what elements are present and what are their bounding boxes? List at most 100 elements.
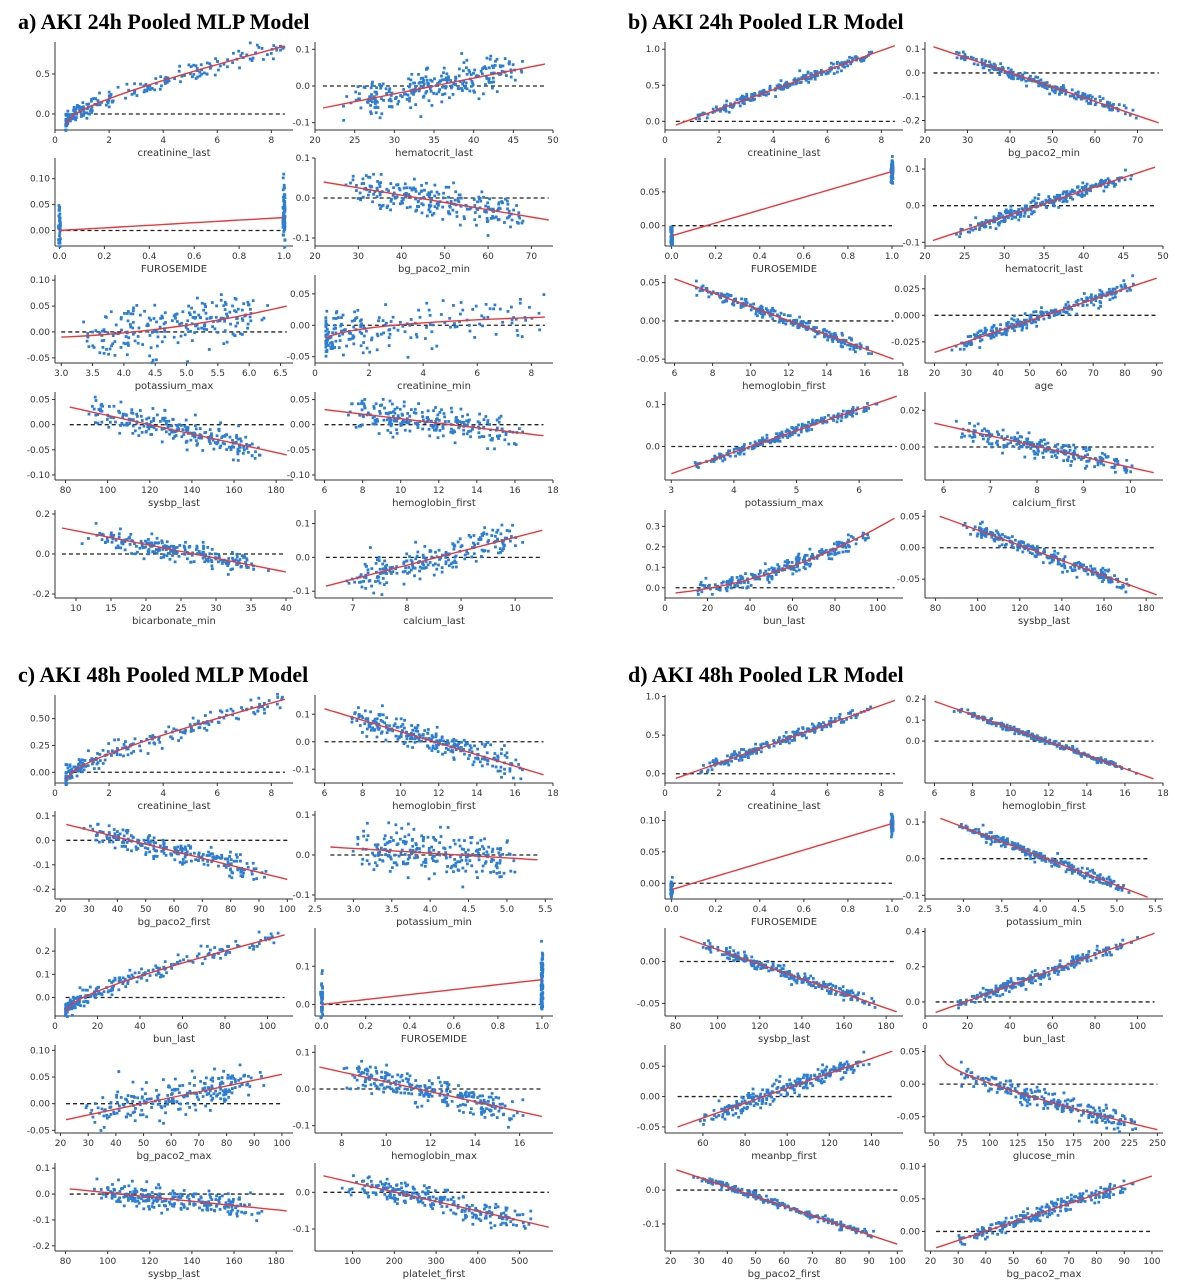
data-point bbox=[1032, 310, 1036, 314]
data-point bbox=[340, 329, 343, 333]
data-point bbox=[995, 331, 998, 334]
data-point bbox=[266, 304, 269, 307]
data-point bbox=[119, 753, 122, 757]
data-point bbox=[491, 76, 495, 80]
data-point bbox=[826, 71, 830, 74]
data-point bbox=[389, 418, 393, 422]
data-point bbox=[1081, 92, 1085, 95]
data-point bbox=[767, 92, 771, 96]
data-point bbox=[83, 759, 87, 762]
data-point bbox=[1056, 560, 1060, 563]
data-point bbox=[332, 327, 336, 331]
data-point bbox=[480, 548, 484, 552]
data-point bbox=[1023, 205, 1027, 209]
data-point bbox=[149, 346, 153, 350]
data-point bbox=[1025, 84, 1028, 88]
data-point bbox=[1001, 214, 1005, 218]
data-point bbox=[507, 61, 511, 65]
data-point bbox=[407, 421, 411, 425]
data-point bbox=[125, 82, 129, 86]
data-point bbox=[106, 331, 110, 335]
data-point bbox=[488, 197, 492, 201]
data-point bbox=[466, 420, 470, 424]
data-point bbox=[1021, 77, 1025, 81]
data-point bbox=[1061, 443, 1065, 447]
data-point bbox=[146, 87, 150, 90]
data-point bbox=[382, 99, 385, 102]
data-point bbox=[397, 99, 401, 103]
data-point bbox=[1116, 109, 1120, 113]
data-point bbox=[855, 346, 859, 349]
data-point bbox=[246, 322, 250, 326]
data-point bbox=[468, 89, 472, 93]
y-tick-label: 0.00 bbox=[290, 421, 310, 431]
data-point bbox=[380, 84, 384, 88]
x-axis-label: hematocrit_last bbox=[395, 148, 473, 159]
data-point bbox=[968, 434, 972, 438]
data-point bbox=[484, 83, 487, 86]
x-tick-label: 0.6 bbox=[187, 252, 202, 262]
data-point bbox=[792, 426, 795, 430]
data-point bbox=[158, 87, 162, 91]
data-point bbox=[82, 320, 85, 324]
data-point bbox=[1116, 460, 1120, 463]
data-point bbox=[499, 551, 503, 554]
data-point bbox=[341, 313, 345, 317]
data-point bbox=[324, 316, 328, 320]
data-point bbox=[812, 75, 816, 79]
data-point bbox=[362, 575, 366, 579]
data-point bbox=[71, 117, 75, 121]
data-point bbox=[380, 97, 383, 101]
data-point bbox=[498, 434, 502, 438]
data-point bbox=[216, 59, 219, 63]
data-point bbox=[808, 77, 812, 81]
data-point bbox=[489, 217, 493, 220]
data-point bbox=[442, 71, 445, 75]
data-point bbox=[417, 308, 421, 312]
data-point bbox=[408, 205, 412, 209]
data-point bbox=[1131, 274, 1135, 278]
data-point bbox=[489, 438, 493, 442]
data-point bbox=[1064, 306, 1068, 309]
data-point bbox=[389, 424, 393, 428]
data-point bbox=[398, 188, 402, 192]
data-point bbox=[413, 574, 416, 578]
data-point bbox=[711, 107, 715, 111]
data-point bbox=[473, 204, 477, 207]
data-point bbox=[1124, 590, 1128, 594]
data-point bbox=[393, 407, 397, 411]
data-point bbox=[501, 320, 505, 324]
data-point bbox=[1030, 321, 1033, 325]
data-point bbox=[233, 334, 237, 338]
data-point bbox=[202, 327, 206, 331]
data-point bbox=[439, 556, 443, 560]
data-point bbox=[978, 522, 982, 526]
data-point bbox=[165, 81, 169, 84]
data-point bbox=[362, 182, 366, 185]
data-point bbox=[729, 294, 733, 298]
data-point bbox=[458, 223, 462, 227]
x-tick-label: 5.5 bbox=[211, 369, 225, 379]
data-point bbox=[1027, 78, 1030, 82]
data-point bbox=[250, 562, 254, 566]
data-point bbox=[267, 699, 271, 702]
data-point bbox=[252, 711, 256, 714]
data-point bbox=[212, 447, 216, 451]
data-point bbox=[326, 337, 330, 341]
data-point bbox=[334, 339, 338, 343]
data-point bbox=[117, 535, 121, 539]
data-point bbox=[378, 572, 382, 575]
data-point bbox=[211, 438, 215, 442]
data-point bbox=[234, 324, 238, 328]
data-point bbox=[449, 562, 453, 566]
data-point bbox=[459, 312, 462, 316]
data-point bbox=[669, 240, 673, 244]
data-point bbox=[495, 57, 499, 61]
data-point bbox=[198, 315, 202, 319]
data-point bbox=[359, 323, 363, 327]
data-point bbox=[186, 426, 190, 429]
data-point bbox=[960, 432, 964, 436]
data-point bbox=[166, 78, 170, 82]
data-point bbox=[1053, 85, 1057, 89]
